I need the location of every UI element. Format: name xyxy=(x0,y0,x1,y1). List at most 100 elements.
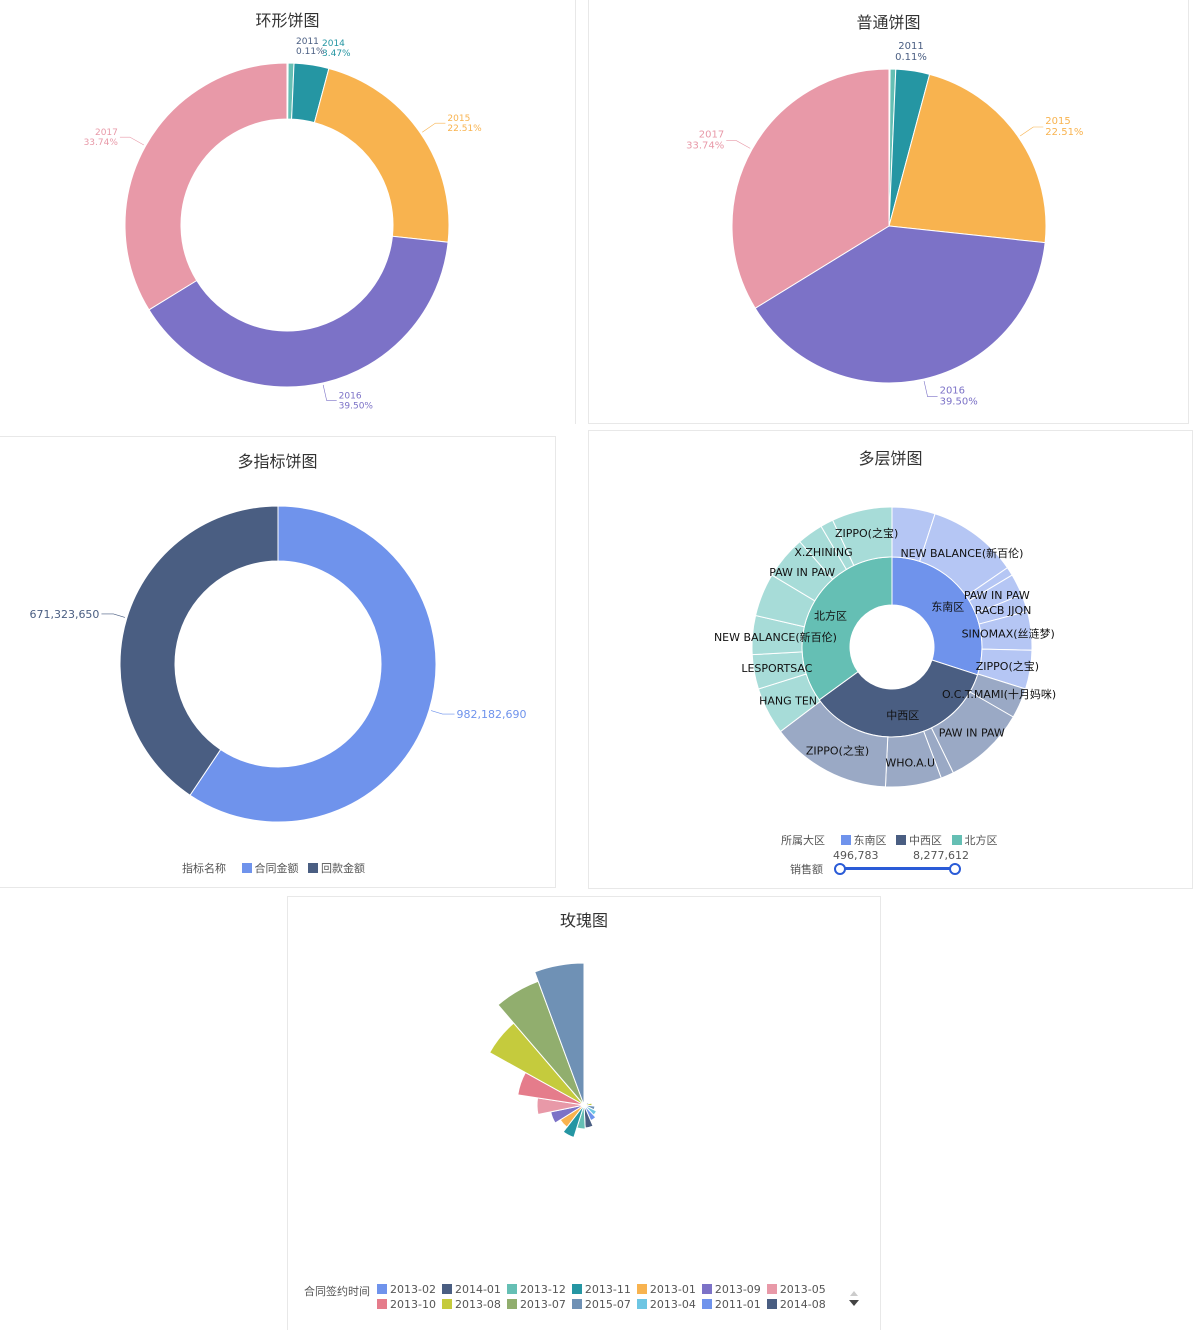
sunburst-chart-panel: 多层饼图 东南区 中西区 北方区 NEW BALANCE(新百伦) PAW IN PAW… xyxy=(588,430,1193,889)
legend-label: 北方区 xyxy=(964,834,998,847)
legend-swatch xyxy=(571,1299,582,1309)
sunburst-outer-label: ZIPPO(之宝) xyxy=(806,744,869,758)
slice-percent-label: 22.51% xyxy=(447,124,482,134)
legend-swatch xyxy=(766,1284,777,1294)
slice-percent-label: 39.50% xyxy=(940,397,978,408)
legend-label: 东南区 xyxy=(853,834,887,847)
legend-swatch xyxy=(506,1284,517,1294)
label-leader-line xyxy=(101,613,126,618)
legend-item[interactable]: 东南区 xyxy=(840,832,887,848)
legend-swatch xyxy=(571,1284,582,1294)
legend-item[interactable]: 2013-12 xyxy=(506,1283,566,1296)
legend-page-up-icon[interactable] xyxy=(850,1291,858,1296)
legend-label: 2013-08 xyxy=(454,1298,501,1311)
chart-title: 多指标饼图 xyxy=(237,452,318,471)
donut-slice xyxy=(124,62,288,311)
slice-value-label: 982,182,690 xyxy=(457,708,527,721)
label-leader-line xyxy=(923,381,938,397)
legend-item[interactable]: 2013-07 xyxy=(506,1298,566,1311)
legend-item[interactable]: 回款金额 xyxy=(308,860,365,876)
legend-item[interactable]: 北方区 xyxy=(951,832,998,848)
chart-legend: 指标名称 合同金额 回款金额 xyxy=(182,860,371,876)
sunburst-outer-label: ZIPPO(之宝) xyxy=(976,659,1039,673)
chart-title: 多层饼图 xyxy=(858,449,923,468)
legend-label: 合同金额 xyxy=(254,862,299,875)
slice-label: 2017 xyxy=(95,128,118,138)
sunburst-outer-label: X.ZHINING xyxy=(794,546,852,559)
legend-label: 2013-04 xyxy=(649,1298,696,1311)
label-leader-line xyxy=(726,140,751,149)
legend-item[interactable]: 中西区 xyxy=(896,832,942,848)
chart-title: 环形饼图 xyxy=(255,11,320,30)
multi-metric-chart-panel: 多指标饼图 982,182,690 671,323,650 指标名称 合同金额 回… xyxy=(0,436,556,888)
legend-label: 2013-10 xyxy=(390,1298,436,1311)
legend-swatch xyxy=(701,1299,712,1309)
legend-label: 2014-08 xyxy=(779,1298,826,1311)
legend-swatch xyxy=(951,835,962,845)
slice-label: 2016 xyxy=(940,386,965,397)
legend-item[interactable]: 2015-07 xyxy=(571,1298,631,1311)
legend-item[interactable]: 2013-04 xyxy=(636,1298,696,1311)
legend-item[interactable]: 2013-05 xyxy=(766,1283,826,1296)
slice-percent-label: 0.11% xyxy=(296,47,325,57)
rose-petal xyxy=(534,962,585,1106)
legend-item[interactable]: 2013-08 xyxy=(441,1298,501,1311)
sunburst-outer-label: LESPORTSAC xyxy=(741,662,812,675)
sunburst-outer-label: PAW IN PAW xyxy=(939,727,1005,740)
legend-label: 中西区 xyxy=(909,834,942,847)
pie-chart-panel: 普通饼图 2011 0.11% 2015 22.51% 2016 39.50% 2017 33… xyxy=(588,0,1189,424)
sunburst-outer-label: ZIPPO(之宝) xyxy=(835,526,898,540)
legend-item[interactable]: 合同金额 xyxy=(241,860,299,876)
sunburst-outer-slice xyxy=(832,506,893,567)
slice-percent-label: 22.51% xyxy=(1045,127,1083,138)
legend-swatch xyxy=(840,835,851,845)
legend-item[interactable]: 2013-09 xyxy=(701,1283,761,1296)
range-slider-track[interactable] xyxy=(839,867,953,870)
sunburst-outer-label: HANG TEN xyxy=(759,695,817,708)
legend-item[interactable]: 2014-08 xyxy=(766,1298,826,1311)
legend-item[interactable]: 2013-01 xyxy=(636,1283,696,1296)
sunburst-inner-label: 东南区 xyxy=(931,600,964,613)
legend-swatch xyxy=(377,1299,387,1309)
donut-slice xyxy=(189,505,437,823)
legend-item[interactable]: 2013-10 xyxy=(377,1298,436,1311)
slice-percent-label: 39.50% xyxy=(339,402,374,412)
multi-metric-chart-svg: 982,182,690 671,323,650 xyxy=(29,505,527,823)
slice-label: 2011 xyxy=(296,37,319,47)
range-min-label: 496,783 xyxy=(833,849,879,862)
legend-item[interactable]: 2013-02 xyxy=(377,1283,436,1296)
ring-chart-panel: 环形饼图 2011 0.11% 2014 3.47% 2015 22.51% 2016 39.… xyxy=(0,0,576,424)
chart-legend-row: 2013-02 2014-01 2013-12 2013-11 2013-01 2013-… xyxy=(377,1283,832,1296)
sunburst-outer-label: NEW BALANCE(新百伦) xyxy=(900,546,1023,560)
chart-legend-row: 2013-10 2013-08 2013-07 2015-07 2013-04 2011-… xyxy=(377,1298,832,1311)
legend-item[interactable]: 2011-01 xyxy=(701,1298,761,1311)
slice-label: 2015 xyxy=(447,114,470,124)
legend-swatch xyxy=(441,1284,452,1294)
chart-title: 玫瑰图 xyxy=(559,911,608,930)
sunburst-outer-label: PAW IN PAW xyxy=(964,589,1030,602)
range-slider-max-handle[interactable] xyxy=(949,863,961,875)
rose-chart-panel: 玫瑰图 合同签约时间 2013-02 2014-01 2013-12 2013-11 2… xyxy=(287,896,881,1330)
legend-item[interactable]: 2014-01 xyxy=(441,1283,501,1296)
pie-slice xyxy=(888,73,1047,244)
legend-swatch xyxy=(377,1284,387,1294)
legend-swatch xyxy=(241,863,252,873)
legend-swatch xyxy=(636,1284,647,1294)
legend-page-down-icon[interactable] xyxy=(849,1300,859,1306)
range-slider-min-handle[interactable] xyxy=(834,863,846,875)
legend-swatch xyxy=(701,1284,712,1294)
legend-item[interactable]: 2013-11 xyxy=(571,1283,631,1296)
legend-title: 指标名称 xyxy=(182,862,226,875)
legend-label: 2013-02 xyxy=(390,1283,436,1296)
legend-title: 合同签约时间 xyxy=(304,1285,370,1298)
donut-slice xyxy=(313,67,450,243)
slice-label: 2014 xyxy=(322,39,345,49)
legend-label: 回款金额 xyxy=(321,862,365,875)
label-leader-line xyxy=(119,136,145,146)
slice-percent-label: 3.47% xyxy=(322,49,351,59)
sunburst-outer-label: RACB JJQN xyxy=(975,604,1032,617)
legend-title: 所属大区 xyxy=(781,834,825,847)
sunburst-outer-label: NEW BALANCE(新百伦) xyxy=(714,630,837,644)
